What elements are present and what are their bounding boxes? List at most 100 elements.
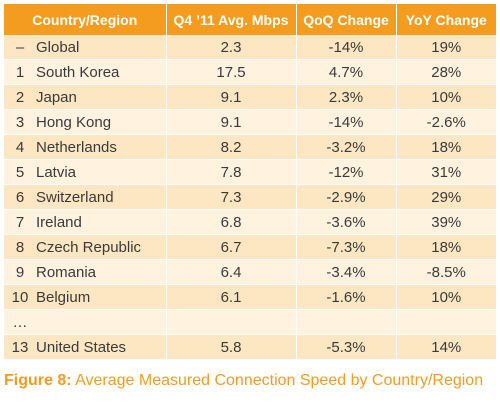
country-name: Latvia [36,163,77,181]
country-cell: 4 Netherlands [4,134,167,160]
rank-number: 6 [15,188,25,206]
country-name: Global [36,38,80,56]
avg-mbps-cell: 6.8 [166,209,297,235]
qoq-change-cell: -1.6% [296,284,397,310]
figure-caption-text: Average Measured Connection Speed by Cou… [71,372,484,389]
qoq-change-cell: -3.6% [296,209,397,235]
country-cell: – Global [4,35,167,60]
yoy-change-cell: 39% [396,209,496,235]
rank-number: 13 [11,338,29,356]
table-body: – Global 2.3 -14% 19% 1 South Korea 17.5 4.7% 28%… [4,35,496,360]
avg-mbps-cell: 6.7 [166,234,297,260]
figure-caption: Figure 8: Average Measured Connection Sp… [4,372,496,390]
country-name: Ireland [36,213,82,231]
table-row: 9 Romania 6.4 -3.4% -8.5% [4,259,496,285]
avg-mbps-cell: 2.3 [166,35,297,60]
yoy-change-cell: 28% [396,59,496,85]
country-name: Switzerland [36,188,114,206]
qoq-change-cell [296,309,397,335]
country-cell: 7 Ireland [4,209,167,235]
avg-mbps-cell: 9.1 [166,84,297,110]
country-cell: 2 Japan [4,84,167,110]
qoq-change-cell: 4.7% [296,59,397,85]
yoy-change-cell: -2.6% [396,109,496,135]
yoy-change-cell: 31% [396,159,496,185]
yoy-change-cell: 10% [396,84,496,110]
table-row: 7 Ireland 6.8 -3.6% 39% [4,209,496,235]
country-cell: 1 South Korea [4,59,167,85]
qoq-change-cell: 2.3% [296,84,397,110]
country-name: Netherlands [36,138,117,156]
country-name: Romania [36,263,97,281]
qoq-change-cell: -12% [296,159,397,185]
qoq-change-cell: -3.2% [296,134,397,160]
table-header-row: Country/Region Q4 ’11 Avg. Mbps QoQ Chan… [4,4,496,35]
country-cell: 8 Czech Republic [4,234,167,260]
country-name: Hong Kong [36,113,112,131]
rank-number: 3 [15,113,25,131]
country-cell: … [4,309,167,335]
avg-mbps-cell [166,309,297,335]
rank-number: 4 [15,138,25,156]
country-name: Czech Republic [36,238,142,256]
qoq-change-cell: -7.3% [296,234,397,260]
qoq-change-cell: -5.3% [296,334,397,360]
yoy-change-cell: 14% [396,334,496,360]
country-cell: 13 United States [4,334,167,360]
table-row: 3 Hong Kong 9.1 -14% -2.6% [4,109,496,135]
table-row: 4 Netherlands 8.2 -3.2% 18% [4,134,496,160]
country-cell: 5 Latvia [4,159,167,185]
country-cell: 3 Hong Kong [4,109,167,135]
table-row: 10 Belgium 6.1 -1.6% 10% [4,284,496,310]
country-cell: 6 Switzerland [4,184,167,210]
table-row: – Global 2.3 -14% 19% [4,35,496,60]
yoy-change-cell: 19% [396,35,496,60]
country-cell: 9 Romania [4,259,167,285]
header-country-region: Country/Region [4,4,167,35]
avg-mbps-cell: 6.1 [166,284,297,310]
yoy-change-cell [396,309,496,335]
avg-mbps-cell: 17.5 [166,59,297,85]
table-row: 2 Japan 9.1 2.3% 10% [4,84,496,110]
country-cell: 10 Belgium [4,284,167,310]
qoq-change-cell: -14% [296,35,397,60]
table-row: … [4,309,496,335]
yoy-change-cell: 18% [396,134,496,160]
table-row: 13 United States 5.8 -5.3% 14% [4,334,496,360]
speed-table-container: Country/Region Q4 ’11 Avg. Mbps QoQ Chan… [4,4,496,362]
rank-number: 8 [15,238,25,256]
header-yoy-change: YoY Change [396,4,496,35]
yoy-change-cell: 10% [396,284,496,310]
yoy-change-cell: 18% [396,234,496,260]
rank-number: 9 [15,263,25,281]
table-row: 1 South Korea 17.5 4.7% 28% [4,59,496,85]
avg-mbps-cell: 7.8 [166,159,297,185]
country-name: Belgium [36,288,91,306]
rank-number: – [15,38,25,56]
rank-number: 1 [15,63,25,81]
qoq-change-cell: -3.4% [296,259,397,285]
yoy-change-cell: -8.5% [396,259,496,285]
country-name: South Korea [36,63,120,81]
header-q4-avg-mbps: Q4 ’11 Avg. Mbps [166,4,297,35]
connection-speed-table: Country/Region Q4 ’11 Avg. Mbps QoQ Chan… [4,4,496,360]
rank-number: 10 [11,288,29,306]
country-name: United States [36,338,127,356]
yoy-change-cell: 29% [396,184,496,210]
avg-mbps-cell: 9.1 [166,109,297,135]
avg-mbps-cell: 8.2 [166,134,297,160]
rank-number: 5 [15,163,25,181]
header-qoq-change: QoQ Change [296,4,397,35]
figure-label: Figure 8: [4,372,72,389]
table-row: 5 Latvia 7.8 -12% 31% [4,159,496,185]
avg-mbps-cell: 7.3 [166,184,297,210]
avg-mbps-cell: 5.8 [166,334,297,360]
qoq-change-cell: -14% [296,109,397,135]
table-row: 8 Czech Republic 6.7 -7.3% 18% [4,234,496,260]
country-name: Japan [36,88,77,106]
avg-mbps-cell: 6.4 [166,259,297,285]
rank-number: 2 [15,88,25,106]
rank-number: 7 [15,213,25,231]
qoq-change-cell: -2.9% [296,184,397,210]
rank-number: … [12,313,28,331]
